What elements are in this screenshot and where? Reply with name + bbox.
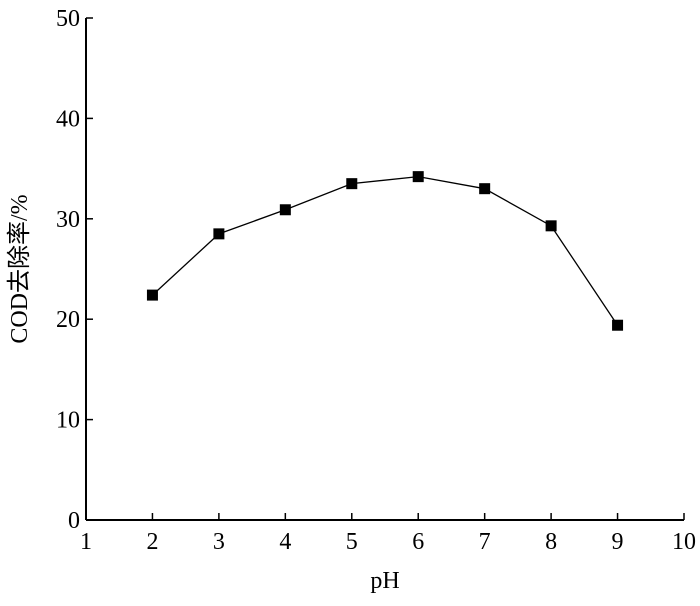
data-point — [412, 171, 424, 183]
x-tick-label: 8 — [545, 529, 557, 555]
data-point — [146, 289, 158, 301]
x-tick-label: 6 — [412, 529, 424, 555]
y-tick-label: 30 — [56, 207, 80, 233]
y-tick-label: 20 — [56, 307, 80, 333]
x-tick-label: 3 — [213, 529, 225, 555]
x-tick-label: 4 — [279, 529, 291, 555]
y-axis-label: COD去除率/% — [6, 194, 33, 343]
data-point — [213, 228, 225, 240]
x-axis-label: pH — [370, 568, 399, 594]
x-tick-label: 9 — [612, 529, 624, 555]
y-tick-label: 40 — [56, 106, 80, 132]
data-point — [545, 220, 557, 232]
y-tick-label: 0 — [68, 508, 80, 534]
x-tick-label: 2 — [146, 529, 158, 555]
x-tick-label: 5 — [346, 529, 358, 555]
y-tick-label: 50 — [56, 6, 80, 32]
x-tick-label: 1 — [80, 529, 92, 555]
data-point — [279, 204, 291, 216]
x-tick-label: 7 — [479, 529, 491, 555]
y-tick-label: 10 — [56, 408, 80, 434]
axes — [85, 18, 684, 521]
ticks: 1 2 3 4 5 6 7 8 9 10 0 10 20 30 40 50 — [56, 6, 696, 555]
data-point — [346, 178, 358, 190]
series — [146, 171, 624, 331]
x-tick-label: 10 — [672, 529, 696, 555]
data-point — [612, 319, 624, 331]
series-line — [152, 175, 619, 326]
data-point — [479, 183, 491, 195]
